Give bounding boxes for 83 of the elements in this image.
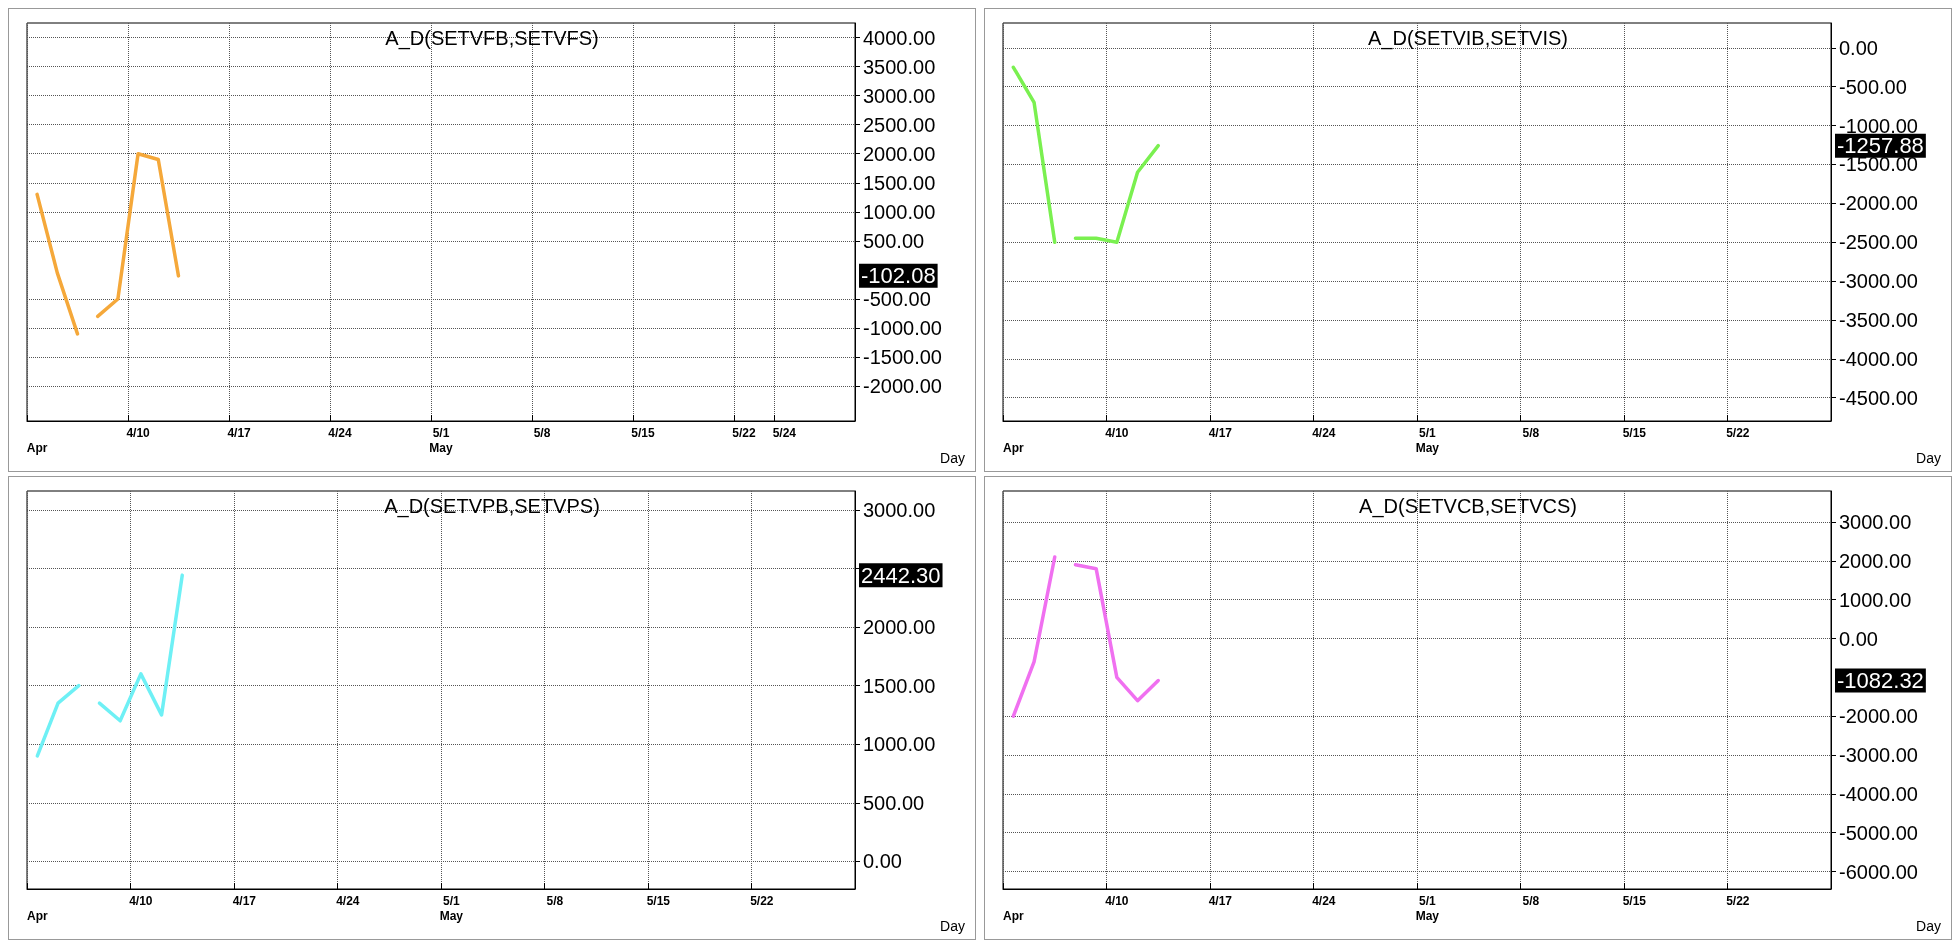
x-tick-label: 5/15 xyxy=(1622,893,1647,908)
y-tick-label: 1000.00 xyxy=(863,733,936,756)
chart-title: A_D(SETVCB,SETVCS) xyxy=(1359,495,1577,518)
y-tick-label: 0.00 xyxy=(863,850,902,873)
x-tick-label: 4/17 xyxy=(227,425,252,440)
y-tick-label: -4500.00 xyxy=(1839,386,1918,409)
y-tick-label: -500.00 xyxy=(1839,75,1907,98)
chart-title: A_D(SETVPB,SETVPS) xyxy=(384,495,600,518)
x-tick-label: 4/10 xyxy=(126,425,151,440)
y-tick-label: 1000.00 xyxy=(863,200,936,223)
text: 2442.30 xyxy=(861,562,941,588)
text: -102.08 xyxy=(861,263,936,289)
x-tick-label: Apr xyxy=(26,440,48,455)
x-tick-label: 5/22 xyxy=(732,425,756,440)
text: Day xyxy=(1916,450,1942,466)
x-tick-label: 4/17 xyxy=(1208,425,1233,440)
chart-title: A_D(SETVIB,SETVIS) xyxy=(1367,27,1569,50)
y-tick-label: 500.00 xyxy=(863,229,925,252)
y-tick-label: 1500.00 xyxy=(863,171,936,194)
y-tick-label: 500.00 xyxy=(863,791,925,814)
y-tick-label: 2500.00 xyxy=(863,113,936,136)
y-tick-label: 2000.00 xyxy=(863,142,936,165)
y-tick-label: -2500.00 xyxy=(1839,231,1918,254)
y-tick-label: -5000.00 xyxy=(1839,821,1918,844)
x-tick-label: 5/24 xyxy=(772,425,797,440)
x-tick-label: 5/8 xyxy=(1522,893,1540,908)
line-series xyxy=(97,573,184,723)
y-tick-label: 0.00 xyxy=(1839,627,1878,650)
x-tick-label: 5/1 May xyxy=(1415,893,1440,923)
x-tick-label: 5/8 xyxy=(1522,425,1540,440)
y-tick-label: 0.00 xyxy=(1839,36,1878,59)
line-series xyxy=(1073,563,1160,703)
y-tick-label: -500.00 xyxy=(863,287,931,310)
y-tick-label: -1000.00 xyxy=(863,317,942,340)
x-tick-label: 4/10 xyxy=(1105,425,1129,440)
line-series xyxy=(95,151,181,319)
x-tick-label: 5/1 May xyxy=(439,893,464,923)
y-tick-label: 3000.00 xyxy=(863,498,936,521)
y-tick-label: 3000.00 xyxy=(863,84,936,107)
y-tick-label: -6000.00 xyxy=(1839,860,1918,883)
x-tick-label: 5/22 xyxy=(750,893,774,908)
x-tick-label: 5/22 xyxy=(1726,425,1750,440)
x-tick-label: 4/24 xyxy=(1312,425,1336,440)
y-tick-label: -2000.00 xyxy=(1839,192,1918,215)
y-tick-label: -3500.00 xyxy=(1839,308,1918,331)
y-tick-label: 1000.00 xyxy=(1839,588,1912,611)
x-tick-label: 5/15 xyxy=(631,425,655,440)
y-tick-label: 3500.00 xyxy=(863,55,936,78)
y-tick-label: -4000.00 xyxy=(1839,347,1918,370)
y-tick-label: 1500.00 xyxy=(863,674,936,697)
x-tick-label: 4/10 xyxy=(129,893,153,908)
x-tick-label: 4/10 xyxy=(1105,893,1129,908)
x-tick-label: Apr xyxy=(1003,440,1025,455)
x-tick-label: 5/8 xyxy=(533,425,551,440)
text: Day xyxy=(940,918,966,934)
y-tick-label: -1500.00 xyxy=(863,346,942,369)
y-tick-label: -2000.00 xyxy=(863,375,942,398)
x-tick-label: 4/17 xyxy=(232,893,257,908)
y-tick-label: -3000.00 xyxy=(1839,744,1918,767)
x-tick-label: 4/24 xyxy=(328,425,353,440)
x-tick-label: 4/17 xyxy=(1208,893,1233,908)
x-tick-label: 5/15 xyxy=(646,893,671,908)
y-tick-label: -4000.00 xyxy=(1839,782,1918,805)
y-tick-label: 4000.00 xyxy=(863,26,936,49)
x-tick-label: 4/24 xyxy=(1312,893,1336,908)
x-tick-label: 4/24 xyxy=(336,893,360,908)
line-series xyxy=(1073,143,1160,244)
x-tick-label: 5/22 xyxy=(1726,893,1750,908)
text: -1082.32 xyxy=(1837,668,1924,694)
chart-title: A_D(SETVFB,SETVFS) xyxy=(385,27,599,50)
text: Day xyxy=(940,450,966,466)
y-tick-label: 3000.00 xyxy=(1839,511,1912,534)
x-tick-label: 5/15 xyxy=(1622,425,1647,440)
x-tick-label: Apr xyxy=(1003,908,1025,923)
x-tick-label: Apr xyxy=(27,908,49,923)
y-tick-label: 2000.00 xyxy=(1839,549,1912,572)
y-tick-label: -2000.00 xyxy=(1839,705,1918,728)
y-tick-label: -3000.00 xyxy=(1839,270,1918,293)
x-tick-label: 5/1 May xyxy=(429,425,453,455)
x-tick-label: 5/8 xyxy=(546,893,564,908)
text: Day xyxy=(1916,918,1942,934)
x-tick-label: 5/1 May xyxy=(1415,425,1440,455)
y-tick-label: 2000.00 xyxy=(863,615,936,638)
